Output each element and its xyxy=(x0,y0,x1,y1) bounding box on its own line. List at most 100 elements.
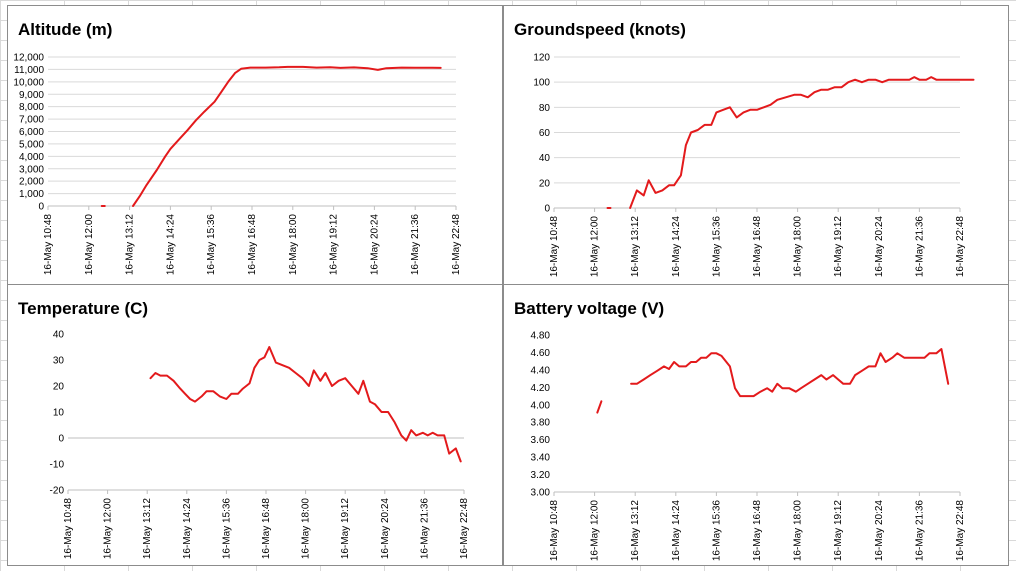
y-tick-label: 2,000 xyxy=(19,177,44,188)
y-tick-label: 3.60 xyxy=(531,435,551,446)
x-tick-label: 16-May 15:36 xyxy=(221,498,232,560)
y-tick-label: 11,000 xyxy=(14,65,44,76)
y-tick-label: 12,000 xyxy=(13,53,44,64)
x-tick-label: 16-May 20:24 xyxy=(369,214,380,276)
plot-area: -20 -10 0 10 20 30 40 16-May 10:48 16-May 12:00 1… xyxy=(50,330,470,560)
y-tick-label: -10 xyxy=(50,460,65,471)
x-tick-label: 16-May 22:48 xyxy=(955,500,966,562)
x-tick-label: 16-May 13:12 xyxy=(142,498,153,560)
chart-title: Temperature (C) xyxy=(18,299,148,318)
x-tick-label: 16-May 21:36 xyxy=(914,500,925,562)
y-tick-label: 4,000 xyxy=(19,152,44,163)
x-tick-label: 16-May 10:48 xyxy=(549,216,560,278)
x-tick-label: 16-May 21:36 xyxy=(419,498,430,560)
y-tick-label: 4.00 xyxy=(531,400,551,411)
x-tick-label: 16-May 18:00 xyxy=(793,500,804,562)
y-tick-label: 10 xyxy=(53,408,65,419)
x-tick-label: 16-May 12:00 xyxy=(84,214,95,276)
y-tick-label: 20 xyxy=(539,178,551,189)
plot-area: 3.00 3.20 3.40 3.60 3.80 4.00 4.20 4.40 4.60 4.80… xyxy=(531,331,966,562)
x-tick-label: 16-May 12:00 xyxy=(590,216,601,278)
x-tick-label: 16-May 13:12 xyxy=(125,214,136,276)
y-tick-label: 30 xyxy=(53,356,65,367)
y-tick-label: 8,000 xyxy=(19,102,44,113)
y-tick-label: 20 xyxy=(53,382,65,393)
y-tick-label: 4.60 xyxy=(531,348,551,359)
x-tick-label: 16-May 15:36 xyxy=(711,500,722,562)
x-tick-label: 16-May 14:24 xyxy=(671,216,682,278)
series-line xyxy=(132,65,442,207)
y-tick-label: 100 xyxy=(533,78,550,89)
y-tick-label: 80 xyxy=(539,103,551,114)
x-tick-label: 16-May 10:48 xyxy=(63,498,74,560)
y-tick-label: 120 xyxy=(533,53,550,64)
chart-title: Battery voltage (V) xyxy=(514,299,664,318)
x-tick-label: 16-May 12:00 xyxy=(103,498,114,560)
y-tick-label: 3.80 xyxy=(531,418,551,429)
y-tick-label: 6,000 xyxy=(19,127,44,138)
chart-panel-altitude: Altitude (m) 0 1,000 2,000 3,000 4,000 5,000 6… xyxy=(7,5,503,285)
x-tick-label: 16-May 15:36 xyxy=(711,216,722,278)
battery-chart: Battery voltage (V) 3.00 3.20 3.40 3.60 3.80… xyxy=(514,299,966,562)
y-tick-label: 3,000 xyxy=(19,164,44,175)
x-tick-label: 16-May 19:12 xyxy=(340,498,351,560)
x-tick-label: 16-May 19:12 xyxy=(329,214,340,276)
y-tick-label: 1,000 xyxy=(19,189,44,200)
x-tick-label: 16-May 18:00 xyxy=(288,214,299,276)
x-tick-label: 16-May 16:48 xyxy=(247,214,258,276)
y-tick-label: 40 xyxy=(539,153,551,164)
x-tick-label: 16-May 10:48 xyxy=(43,214,54,276)
x-tick-label: 16-May 10:48 xyxy=(549,500,560,562)
x-tick-label: 16-May 20:24 xyxy=(380,498,391,560)
y-tick-label: 5,000 xyxy=(19,139,44,150)
y-tick-label: 0 xyxy=(58,434,64,445)
x-tick-label: 16-May 22:48 xyxy=(955,216,966,278)
x-tick-label: 16-May 14:24 xyxy=(165,214,176,276)
chart-title: Groundspeed (knots) xyxy=(514,20,686,39)
y-tick-label: -20 xyxy=(50,486,65,497)
x-tick-label: 16-May 15:36 xyxy=(206,214,217,276)
y-tick-label: 60 xyxy=(539,128,551,139)
y-tick-label: 4.80 xyxy=(531,331,551,342)
groundspeed-chart: Groundspeed (knots) 0 20 40 60 80 100 120 16-Ma… xyxy=(514,20,975,278)
y-tick-label: 3.40 xyxy=(531,453,551,464)
y-tick-label: 3.00 xyxy=(531,488,551,499)
x-tick-label: 16-May 13:12 xyxy=(630,500,641,562)
y-tick-label: 3.20 xyxy=(531,470,551,481)
series-line xyxy=(149,346,462,463)
x-tick-label: 16-May 21:36 xyxy=(410,214,421,276)
series-line xyxy=(596,400,603,414)
y-tick-label: 0 xyxy=(544,204,550,215)
y-tick-label: 4.20 xyxy=(531,383,551,394)
x-tick-label: 16-May 13:12 xyxy=(630,216,641,278)
x-tick-label: 16-May 20:24 xyxy=(874,500,885,562)
y-tick-label: 7,000 xyxy=(19,115,44,126)
x-tick-label: 16-May 12:00 xyxy=(590,500,601,562)
chart-panel-groundspeed: Groundspeed (knots) 0 20 40 60 80 100 120 16-Ma… xyxy=(503,5,1009,285)
series-line xyxy=(629,76,975,209)
y-tick-label: 40 xyxy=(53,330,65,341)
x-tick-label: 16-May 14:24 xyxy=(182,498,193,560)
x-tick-label: 16-May 16:48 xyxy=(752,500,763,562)
y-tick-label: 10,000 xyxy=(13,77,44,88)
chart-panel-temperature: Temperature (C) -20 -10 0 10 20 30 40 16-May 10… xyxy=(7,284,503,566)
x-tick-label: 16-May 22:48 xyxy=(451,214,462,276)
x-tick-label: 16-May 20:24 xyxy=(874,216,885,278)
chart-panel-battery: Battery voltage (V) 3.00 3.20 3.40 3.60 3.80… xyxy=(503,284,1009,566)
x-tick-label: 16-May 18:00 xyxy=(301,498,312,560)
temperature-chart: Temperature (C) -20 -10 0 10 20 30 40 16-May 10… xyxy=(18,299,470,560)
y-tick-label: 9,000 xyxy=(19,90,44,101)
series-line xyxy=(630,348,950,398)
y-tick-label: 4.40 xyxy=(531,365,551,376)
x-tick-label: 16-May 16:48 xyxy=(752,216,763,278)
x-tick-label: 16-May 19:12 xyxy=(833,216,844,278)
x-tick-label: 16-May 21:36 xyxy=(914,216,925,278)
x-tick-label: 16-May 19:12 xyxy=(833,500,844,562)
plot-area: 0 20 40 60 80 100 120 16-May 10:48 16-May 12:00 1… xyxy=(533,53,975,278)
x-tick-label: 16-May 18:00 xyxy=(793,216,804,278)
chart-title: Altitude (m) xyxy=(18,20,112,39)
y-tick-label: 0 xyxy=(38,202,44,213)
x-tick-label: 16-May 14:24 xyxy=(671,500,682,562)
